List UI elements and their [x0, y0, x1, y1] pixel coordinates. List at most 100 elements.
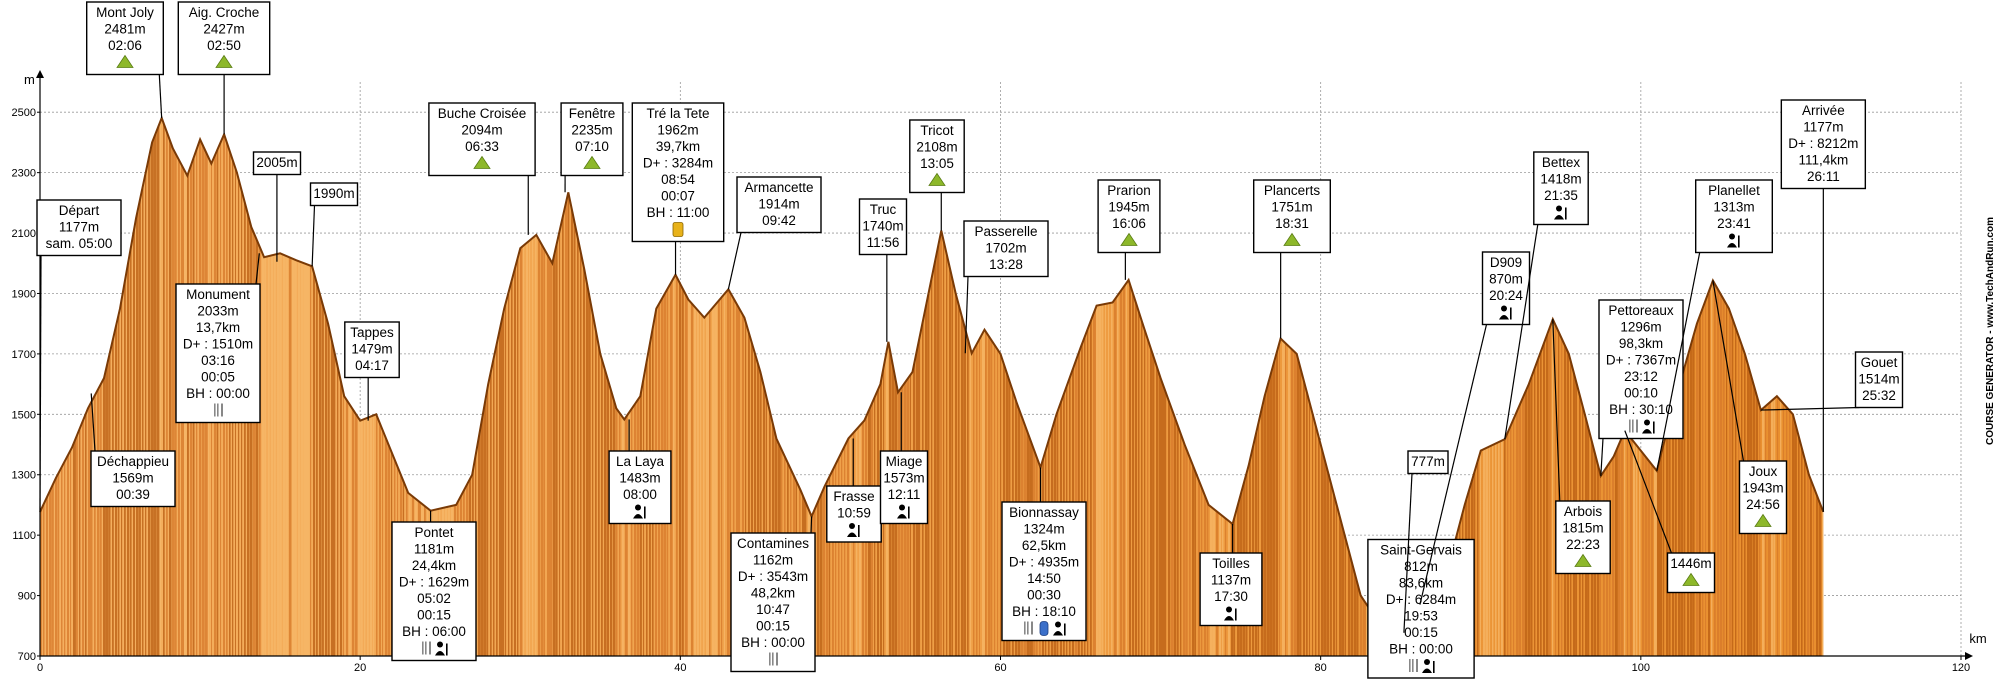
annotation-text: 2235m	[571, 123, 612, 138]
slope-stripe	[1324, 82, 1327, 656]
annotation-text: 1962m	[657, 123, 698, 138]
cutlery-icon	[422, 642, 431, 655]
slope-stripe	[97, 82, 100, 656]
annotation-text: Aig. Croche	[189, 5, 260, 20]
slope-stripe	[988, 82, 991, 656]
slope-stripe	[841, 82, 842, 656]
annotation-text: 1945m	[1108, 200, 1149, 215]
annotation-text: 08:00	[623, 487, 657, 502]
slope-stripe	[862, 82, 864, 656]
slope-stripe	[1501, 82, 1503, 656]
slope-stripe	[1510, 82, 1511, 656]
slope-stripe	[550, 82, 553, 656]
slope-stripe	[1294, 82, 1297, 656]
slope-stripe	[553, 82, 556, 656]
annotation-text: 2094m	[461, 123, 502, 138]
annotation-text: 25:32	[1862, 388, 1896, 403]
slope-stripe	[109, 82, 111, 656]
slope-stripe	[1303, 82, 1305, 656]
slope-stripe	[169, 82, 172, 656]
annotation-text: 22:23	[1566, 537, 1600, 552]
slope-stripe	[880, 82, 882, 656]
slope-stripe	[1267, 82, 1270, 656]
annotation-text: 1418m	[1540, 172, 1581, 187]
slope-stripe	[1363, 82, 1366, 656]
slope-stripe	[538, 82, 540, 656]
slope-stripe	[544, 82, 545, 656]
annotation-text: 870m	[1489, 272, 1523, 287]
annotation-text: Mont Joly	[96, 5, 154, 20]
annotation-text: 20:24	[1489, 288, 1523, 303]
x-tick-label: 100	[1632, 662, 1650, 674]
slope-stripe	[115, 82, 117, 656]
slope-stripe	[1093, 82, 1096, 656]
slope-stripe	[127, 82, 129, 656]
annotation-text: 62,5km	[1022, 538, 1066, 553]
annotation-text: 16:06	[1112, 216, 1146, 231]
x-tick-label: 0	[37, 662, 43, 674]
slope-stripe	[1495, 82, 1497, 656]
annotation-text: 1177m	[59, 220, 99, 235]
slope-stripe	[820, 82, 823, 656]
slope-stripe	[64, 82, 65, 656]
annotation-text: 1177m	[1803, 120, 1843, 135]
annotation-text: Gouet	[1861, 355, 1898, 370]
y-tick-label: 1300	[12, 470, 36, 482]
slope-stripe	[142, 82, 144, 656]
slope-stripe	[1750, 82, 1753, 656]
annotation-text: 48,2km	[751, 586, 795, 601]
annotation-text: BH : 00:00	[186, 386, 250, 401]
slope-stripe	[1195, 82, 1196, 656]
annotation-text: 17:30	[1214, 589, 1248, 604]
slope-stripe	[334, 82, 335, 656]
slope-stripe	[1507, 82, 1508, 656]
annotation-text: 1296m	[1620, 320, 1661, 335]
slope-stripe	[1129, 82, 1131, 656]
slope-stripe	[88, 82, 91, 656]
slope-stripe	[625, 82, 628, 656]
annotation-text: 1573m	[883, 471, 924, 486]
slope-stripe	[1336, 82, 1337, 656]
slope-stripe	[895, 82, 897, 656]
slope-stripe	[1177, 82, 1179, 656]
annotation-text: Armancette	[744, 180, 813, 195]
slope-stripe	[1522, 82, 1525, 656]
annotation-text: 1324m	[1023, 522, 1064, 537]
annotation-text: Joux	[1749, 464, 1778, 479]
slope-stripe	[154, 82, 157, 656]
y-axis-arrow	[36, 70, 44, 78]
slope-stripe	[118, 82, 119, 656]
slope-stripe	[1318, 82, 1320, 656]
slope-stripe	[1171, 82, 1174, 656]
slope-stripe	[1117, 82, 1119, 656]
slope-stripe	[1315, 82, 1316, 656]
slope-stripe	[1741, 82, 1742, 656]
slope-stripe	[148, 82, 151, 656]
annotation-text: Tappes	[350, 325, 394, 340]
annotation-leader-line	[811, 516, 812, 533]
slope-stripe	[1306, 82, 1308, 656]
slope-stripe	[832, 82, 834, 656]
annotation-text: Prarion	[1107, 183, 1151, 198]
slope-stripe	[1264, 82, 1267, 656]
annotation-text: 1740m	[862, 219, 903, 234]
slope-stripe	[1135, 82, 1137, 656]
cutlery-icon	[214, 404, 223, 417]
slope-stripe	[316, 82, 318, 656]
annotation-text: 02:06	[108, 38, 142, 53]
annotation-text: Miage	[886, 454, 923, 469]
annotation-text: 07:10	[575, 139, 609, 154]
cutlery-icon	[1024, 622, 1033, 635]
slope-stripe	[1531, 82, 1533, 656]
slope-stripe	[1321, 82, 1324, 656]
annotation-text: Frasse	[833, 489, 874, 504]
slope-stripe	[1090, 82, 1092, 656]
slope-stripe	[994, 82, 995, 656]
slope-stripe	[1732, 82, 1733, 656]
annotation-text: 1815m	[1562, 521, 1603, 536]
y-tick-label: 2300	[12, 168, 36, 180]
